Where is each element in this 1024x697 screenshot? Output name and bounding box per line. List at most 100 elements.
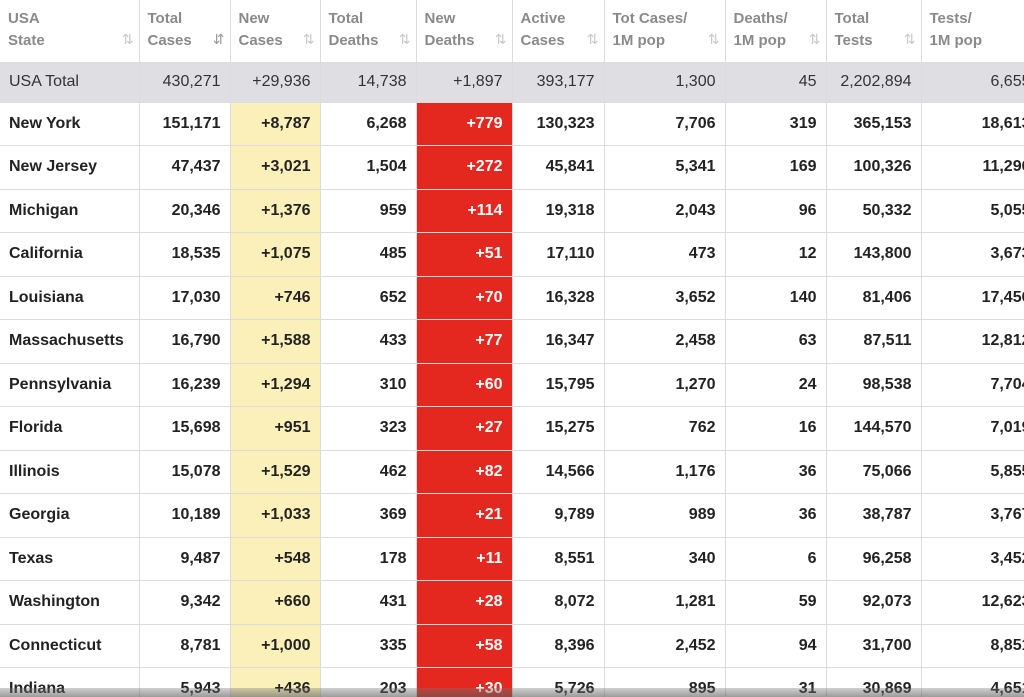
column-header-label: USA	[8, 10, 40, 27]
cell-active-cases: 8,396	[512, 624, 605, 668]
cell-deaths-per-1m: 63	[725, 319, 827, 364]
cell-deaths-per-1m: 12	[725, 232, 827, 277]
column-header-new-cases[interactable]: New Cases ⇅	[230, 0, 321, 63]
column-header-label: Total	[834, 10, 870, 27]
cell-tot-cases-per-1m: 340	[604, 537, 726, 581]
cell-state[interactable]: Florida	[0, 406, 140, 451]
total-row: USA Total 430,271 +29,936 14,738 +1,897 393,1…	[0, 62, 1024, 103]
column-header-total-deaths[interactable]: Total Deaths ⇅	[320, 0, 417, 63]
cell-state[interactable]: Pennsylvania	[0, 363, 140, 407]
cell-state[interactable]: Massachusetts	[0, 319, 140, 364]
header-row: USA State ⇅ Total Cases ⇵ New Cases ⇅ Total Deaths…	[0, 0, 1024, 63]
cell-total-deaths: 431	[320, 580, 417, 625]
cell-new-deaths: +1,897	[416, 62, 513, 103]
cell-new-cases: +1,294	[230, 363, 321, 407]
cell-total-cases: 16,239	[139, 363, 231, 407]
column-header-label: 1M pop	[733, 32, 787, 49]
cell-total-tests: 87,511	[826, 319, 922, 364]
column-header-label: State	[8, 32, 45, 49]
cell-active-cases: 130,323	[512, 102, 605, 146]
cell-new-cases: +951	[230, 406, 321, 451]
column-header-label: Deaths	[328, 32, 379, 49]
cell-tot-cases-per-1m: 762	[604, 406, 726, 451]
cell-new-cases: +746	[230, 276, 321, 320]
cell-tests-per-1m: 5,055	[921, 189, 1024, 233]
sort-icon[interactable]: ⇅	[398, 30, 411, 47]
cell-state[interactable]: California	[0, 232, 140, 277]
cell-total-cases: 15,698	[139, 406, 231, 451]
cell-new-deaths: +21	[416, 493, 513, 538]
cell-deaths-per-1m: 319	[725, 102, 827, 146]
cell-tot-cases-per-1m: 1,281	[604, 580, 726, 625]
sort-icon[interactable]: ⇅	[494, 30, 507, 47]
cell-total-tests: 31,700	[826, 624, 922, 668]
cell-state[interactable]: Georgia	[0, 493, 140, 538]
cell-tests-per-1m: 12,623	[921, 580, 1024, 625]
column-header-label: Cases	[147, 32, 192, 49]
cell-tests-per-1m: 12,812	[921, 319, 1024, 364]
column-header-label: Total	[328, 10, 364, 27]
cell-active-cases: 393,177	[512, 62, 605, 103]
column-header-tot-cases-per-1m[interactable]: Tot Cases/1M pop ⇅	[604, 0, 726, 63]
cell-state[interactable]: New Jersey	[0, 145, 140, 190]
sort-icon[interactable]: ⇅	[1023, 28, 1024, 50]
sort-descending-icon[interactable]: ⇵	[212, 30, 225, 47]
column-header-label: New	[424, 10, 456, 27]
cell-new-cases: +1,033	[230, 493, 321, 538]
cell-state[interactable]: Illinois	[0, 450, 140, 494]
column-header-total-tests[interactable]: Total Tests ⇅	[826, 0, 922, 63]
sort-icon[interactable]: ⇅	[302, 30, 315, 47]
cell-total-deaths: 369	[320, 493, 417, 538]
cell-active-cases: 15,795	[512, 363, 605, 407]
column-header-tests-per-1m[interactable]: Tests/1M pop ⇅	[921, 0, 1024, 63]
cell-total-tests: 144,570	[826, 406, 922, 451]
cell-total-deaths: 485	[320, 232, 417, 277]
table-row: New Jersey 47,437 +3,021 1,504 +272 45,841 5,3…	[0, 145, 1024, 190]
cell-total-cases: 18,535	[139, 232, 231, 277]
cell-new-cases: +8,787	[230, 102, 321, 146]
cell-total-tests: 96,258	[826, 537, 922, 581]
cell-tests-per-1m: 3,767	[921, 493, 1024, 538]
cell-total-deaths: 335	[320, 624, 417, 668]
cell-tests-per-1m: 11,296	[921, 145, 1024, 190]
cell-total-deaths: 433	[320, 319, 417, 364]
sort-icon[interactable]: ⇅	[903, 30, 916, 47]
cell-deaths-per-1m: 96	[725, 189, 827, 233]
column-header-new-deaths[interactable]: New Deaths ⇅	[416, 0, 513, 63]
column-header-state[interactable]: USA State ⇅	[0, 0, 140, 63]
cell-state[interactable]: Michigan	[0, 189, 140, 233]
sort-icon[interactable]: ⇅	[586, 30, 599, 47]
cell-tot-cases-per-1m: 2,043	[604, 189, 726, 233]
sort-icon[interactable]: ⇅	[707, 30, 720, 47]
cell-tot-cases-per-1m: 1,270	[604, 363, 726, 407]
column-header-label: Tests	[834, 32, 873, 49]
table-row: Massachusetts 16,790 +1,588 433 +77 16,347 2,4…	[0, 319, 1024, 364]
cell-state[interactable]: Texas	[0, 537, 140, 581]
cell-new-deaths: +114	[416, 189, 513, 233]
column-header-label: Tests/	[929, 10, 972, 27]
cell-total-cases: 17,030	[139, 276, 231, 320]
column-header-deaths-per-1m[interactable]: Deaths/1M pop ⇅	[725, 0, 827, 63]
cell-state[interactable]: Washington	[0, 580, 140, 625]
cell-new-cases: +660	[230, 580, 321, 625]
table-row: California 18,535 +1,075 485 +51 17,110 473 12 1…	[0, 232, 1024, 277]
cell-total-tests: 365,153	[826, 102, 922, 146]
sort-icon[interactable]: ⇅	[121, 30, 134, 47]
cell-active-cases: 14,566	[512, 450, 605, 494]
cell-state[interactable]: Connecticut	[0, 624, 140, 668]
cell-deaths-per-1m: 16	[725, 406, 827, 451]
column-header-label: 1M pop	[929, 32, 983, 49]
table-row: Illinois 15,078 +1,529 462 +82 14,566 1,176 36 7…	[0, 450, 1024, 494]
column-header-active-cases[interactable]: Active Cases ⇅	[512, 0, 605, 63]
column-header-label: Active	[520, 10, 566, 27]
cell-total-cases: 9,342	[139, 580, 231, 625]
cell-state[interactable]: Louisiana	[0, 276, 140, 320]
cell-new-cases: +1,529	[230, 450, 321, 494]
cell-state[interactable]: New York	[0, 102, 140, 146]
cell-total-tests: 38,787	[826, 493, 922, 538]
cell-new-cases: +548	[230, 537, 321, 581]
cell-new-deaths: +82	[416, 450, 513, 494]
column-header-total-cases[interactable]: Total Cases ⇵	[139, 0, 231, 63]
sort-icon[interactable]: ⇅	[808, 30, 821, 47]
